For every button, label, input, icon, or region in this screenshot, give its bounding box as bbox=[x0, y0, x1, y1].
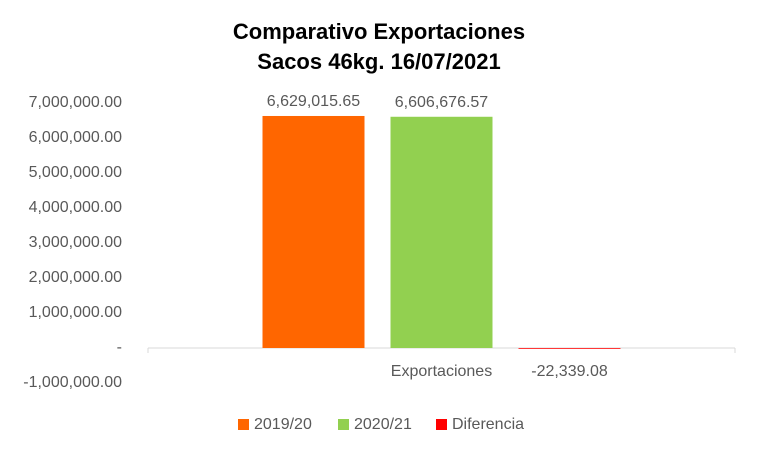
legend-label: 2019/20 bbox=[254, 416, 312, 433]
y-tick-label: -1,000,000.00 bbox=[23, 374, 122, 391]
y-tick-label: 1,000,000.00 bbox=[29, 304, 123, 321]
bar bbox=[390, 116, 493, 348]
y-tick-label: - bbox=[117, 339, 122, 356]
y-tick-label: 2,000,000.00 bbox=[29, 269, 123, 286]
data-label: 6,629,015.65 bbox=[267, 93, 361, 110]
legend-swatch bbox=[238, 419, 249, 430]
data-label: 6,606,676.57 bbox=[395, 94, 489, 111]
legend-label: 2020/21 bbox=[354, 416, 412, 433]
legend-swatch bbox=[436, 419, 447, 430]
y-tick-label: 4,000,000.00 bbox=[29, 199, 123, 216]
bar bbox=[518, 348, 621, 349]
chart-title: Sacos 46kg. 16/07/2021 bbox=[257, 49, 500, 74]
legend-swatch bbox=[338, 419, 349, 430]
x-tick-label: Exportaciones bbox=[391, 363, 492, 380]
legend-label: Diferencia bbox=[452, 416, 524, 433]
chart-title: Comparativo Exportaciones bbox=[233, 19, 525, 44]
bar bbox=[262, 115, 365, 348]
y-tick-label: 5,000,000.00 bbox=[29, 164, 123, 181]
y-tick-label: 3,000,000.00 bbox=[29, 234, 123, 251]
y-tick-label: 6,000,000.00 bbox=[29, 129, 123, 146]
data-label: -22,339.08 bbox=[531, 363, 608, 380]
y-tick-label: 7,000,000.00 bbox=[29, 94, 123, 111]
